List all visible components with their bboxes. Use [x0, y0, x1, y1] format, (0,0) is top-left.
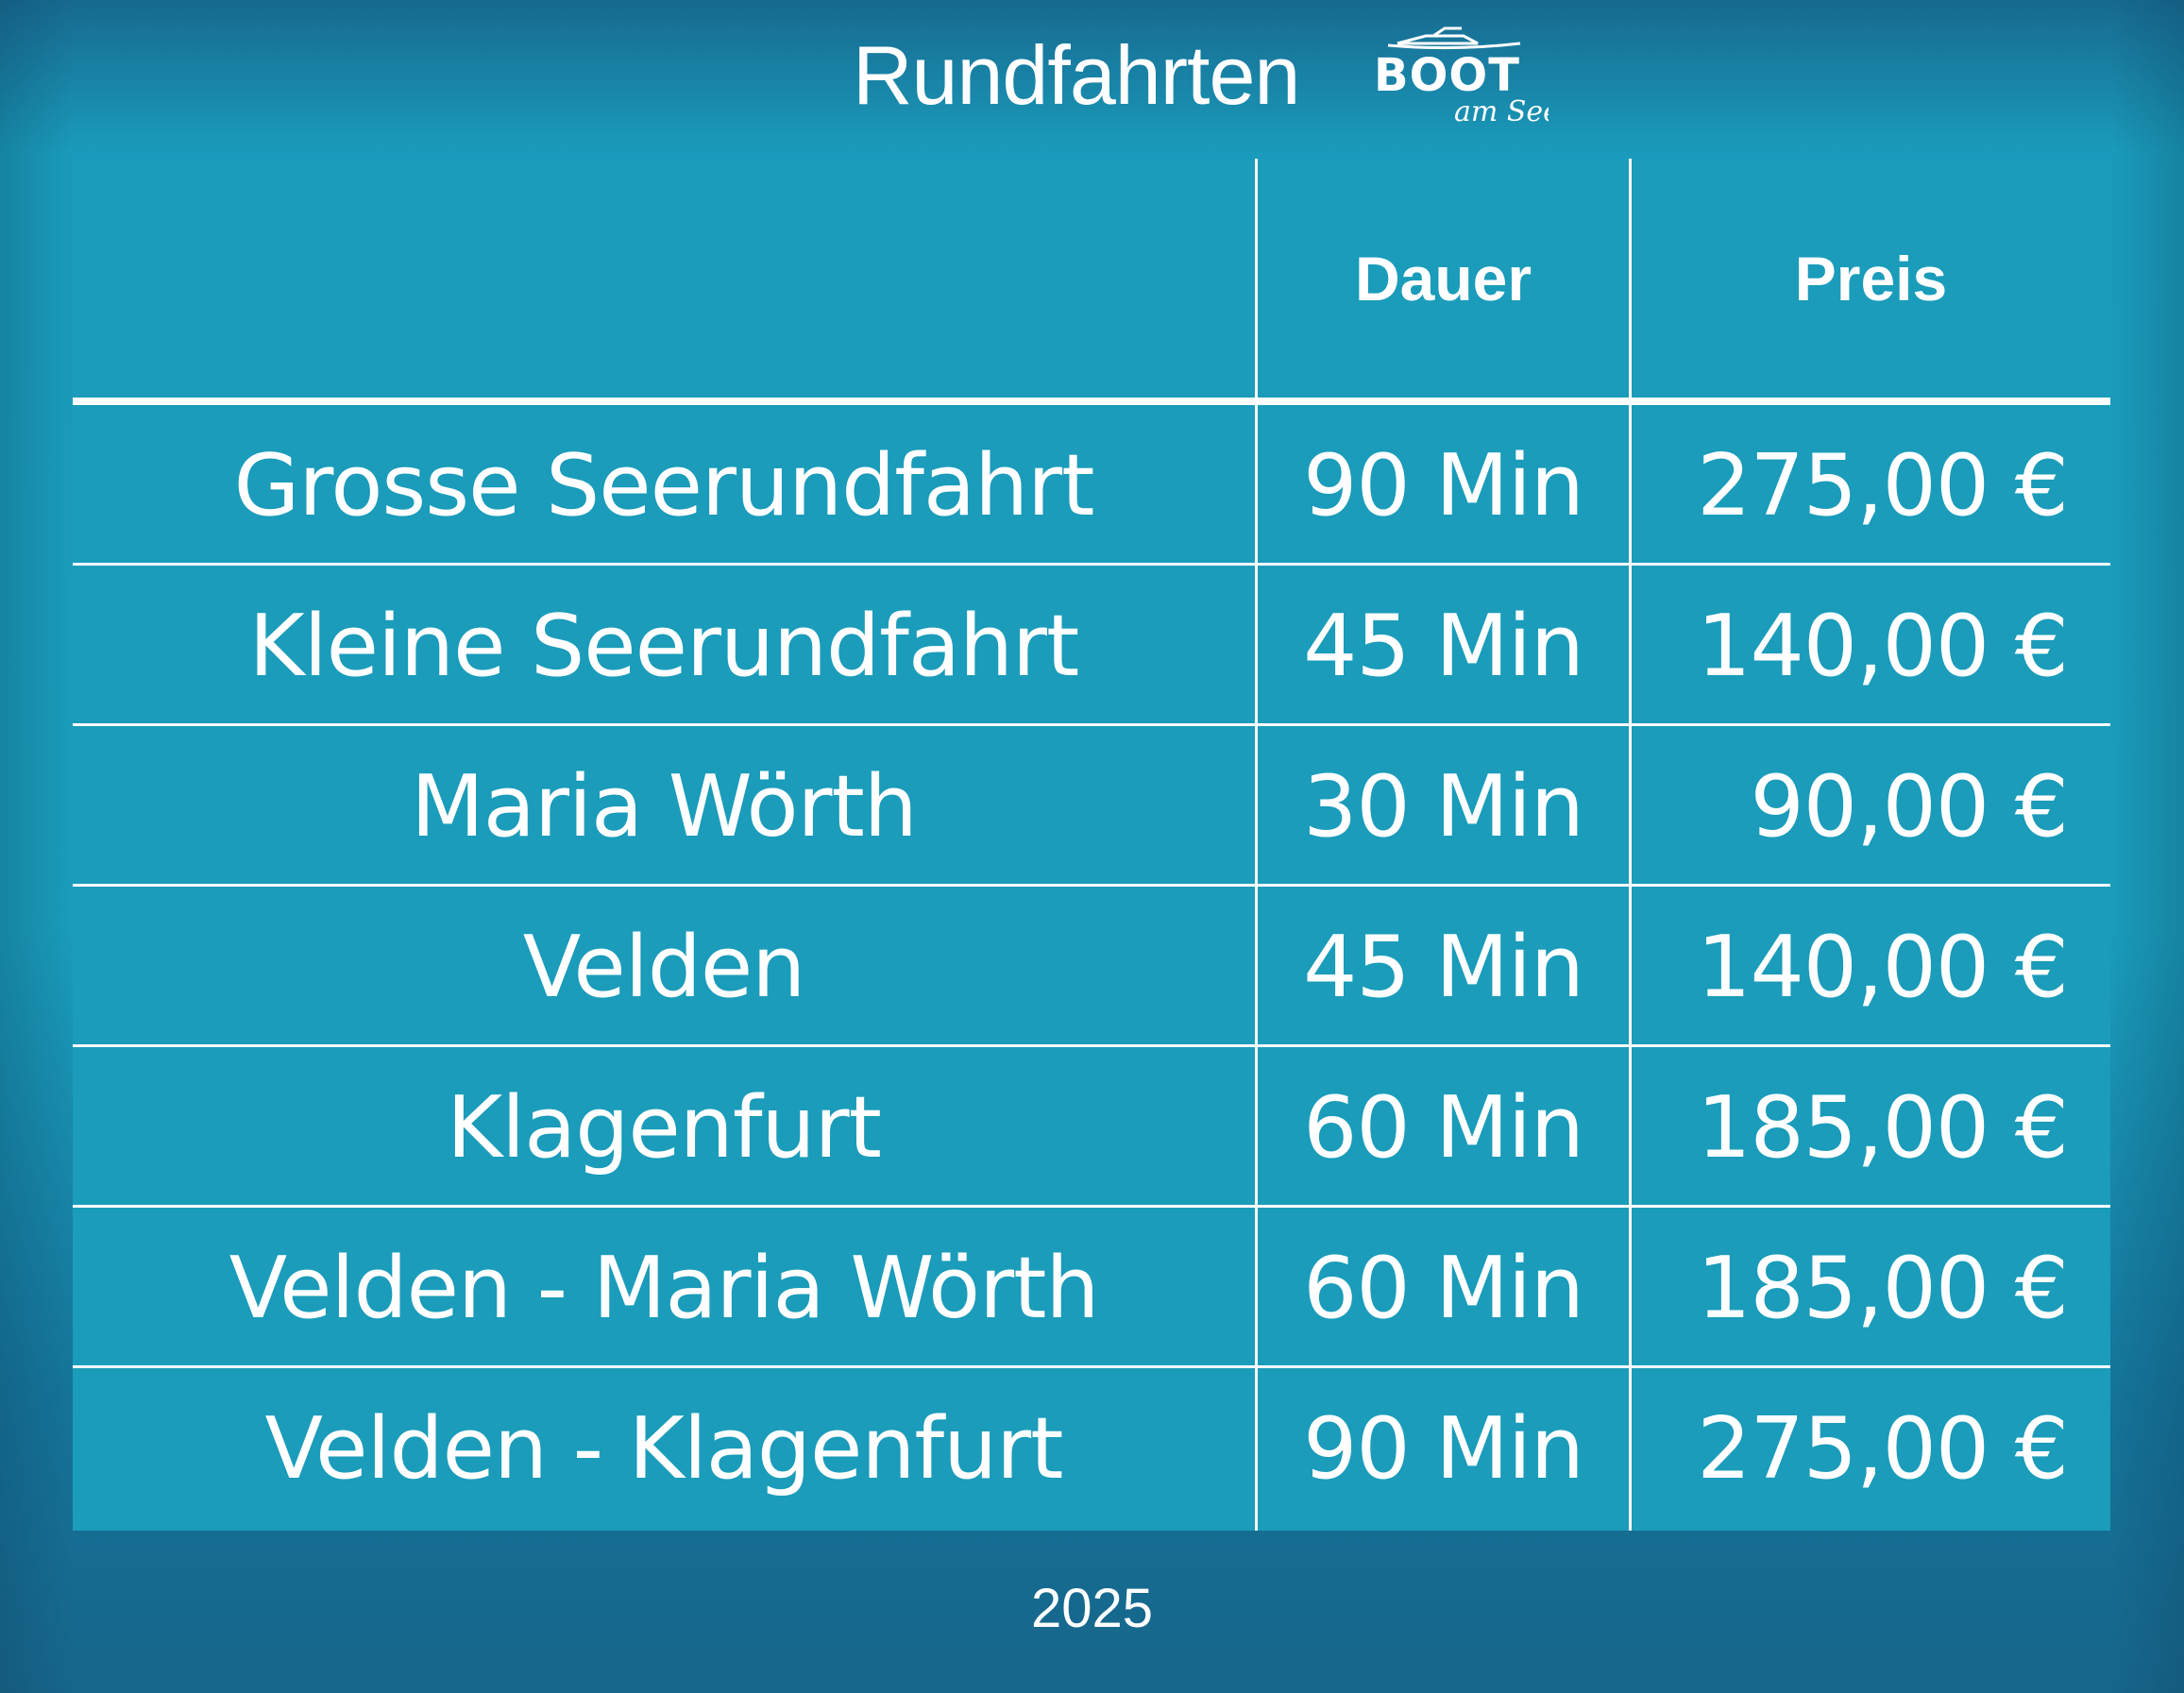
price: 185,00 € [1697, 1238, 2069, 1338]
svg-text:BOOT: BOOT [1374, 49, 1520, 102]
page-title: Rundfahrten [853, 28, 1300, 122]
price-table: Dauer Preis Grosse Seerundfahrt 90 Min 2… [73, 159, 2110, 1531]
route-name: Klagenfurt [447, 1077, 882, 1177]
duration: 45 Min [1303, 917, 1584, 1017]
left-edge-shade [0, 0, 73, 1693]
title-bar: Rundfahrten BOOT am See [0, 19, 2184, 132]
route-name: Grosse Seerundfahrt [233, 435, 1095, 535]
table-row: Grosse Seerundfahrt 90 Min 275,00 € [73, 405, 2110, 566]
price: 140,00 € [1697, 596, 2069, 696]
header-divider [73, 398, 2110, 405]
table-row: Kleine Seerundfahrt 45 Min 140,00 € [73, 566, 2110, 726]
column-divider-2 [1629, 159, 1632, 1531]
table-row: Maria Wörth 30 Min 90,00 € [73, 726, 2110, 887]
duration: 90 Min [1303, 435, 1584, 535]
duration: 60 Min [1303, 1077, 1584, 1177]
row-divider [73, 1205, 2110, 1208]
route-name: Velden - Klagenfurt [264, 1398, 1064, 1498]
table-row: Velden - Klagenfurt 90 Min 275,00 € [73, 1368, 2110, 1529]
price: 275,00 € [1697, 435, 2069, 535]
duration: 60 Min [1303, 1238, 1584, 1338]
price: 185,00 € [1697, 1077, 2069, 1177]
table-header: Dauer Preis [73, 159, 2110, 398]
price: 90,00 € [1750, 756, 2069, 856]
row-divider [73, 884, 2110, 887]
price: 140,00 € [1697, 917, 2069, 1017]
footer-year: 2025 [1030, 1578, 1154, 1639]
duration: 30 Min [1303, 756, 1584, 856]
duration: 90 Min [1303, 1398, 1584, 1498]
svg-text:am See: am See [1454, 95, 1549, 127]
column-header-dauer: Dauer [1354, 243, 1532, 313]
route-name: Maria Wörth [411, 756, 918, 856]
table-row: Klagenfurt 60 Min 185,00 € [73, 1047, 2110, 1208]
column-divider-1 [1255, 159, 1258, 1531]
route-name: Velden [522, 917, 806, 1017]
route-name: Velden - Maria Wörth [229, 1238, 1100, 1338]
row-divider [73, 563, 2110, 566]
route-name: Kleine Seerundfahrt [248, 596, 1080, 696]
duration: 45 Min [1303, 596, 1584, 696]
price: 275,00 € [1697, 1398, 2069, 1498]
table-row: Velden 45 Min 140,00 € [73, 887, 2110, 1047]
row-divider [73, 1044, 2110, 1047]
boot-am-see-logo: BOOT am See [1374, 26, 1549, 127]
column-header-name [73, 159, 1255, 398]
row-divider [73, 1365, 2110, 1368]
row-divider [73, 723, 2110, 726]
column-header-preis: Preis [1794, 243, 1948, 313]
right-edge-shade [2111, 0, 2184, 1693]
table-row: Velden - Maria Wörth 60 Min 185,00 € [73, 1208, 2110, 1368]
